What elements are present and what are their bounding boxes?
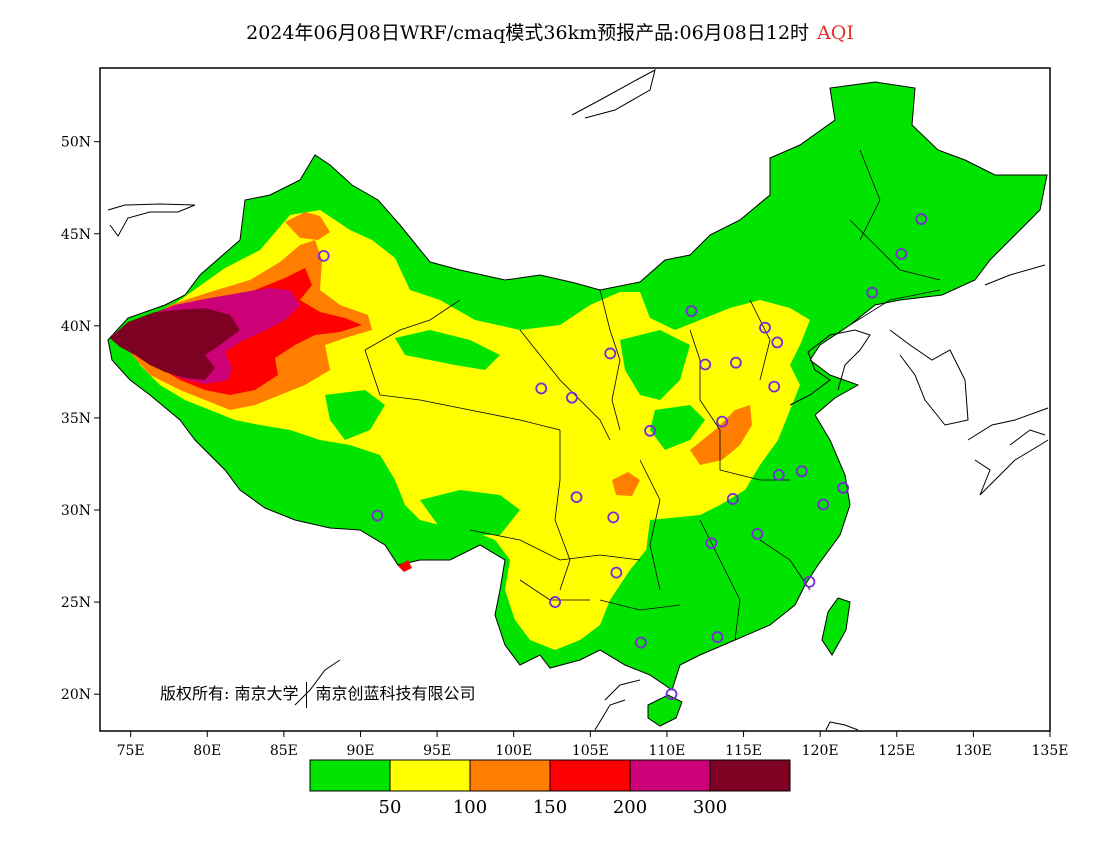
copyright-owner1: 版权所有: 南京大学 [160,684,299,703]
lon-tick-label: 135E [1032,743,1069,759]
lon-tick-label: 120E [802,743,839,759]
station-marker [644,424,656,437]
green-patch-tibet-east [325,390,385,440]
station-marker [699,358,712,371]
station-marker [317,249,330,262]
maroon-hazardous-core [110,308,240,380]
legend-swatch [309,759,391,792]
lon-tick-label: 100E [495,743,532,759]
green-patch-qilian [395,330,500,370]
station-marker [549,596,561,608]
station-marker [634,636,647,649]
taiwan-island [821,597,851,656]
hainan-island [647,694,683,727]
copyright-notice: 版权所有: 南京大学 南京创蓝科技有限公司 [160,680,476,708]
copyright-separator [306,681,308,708]
station-marker [705,537,718,550]
legend-swatch [549,759,631,792]
province-boundaries [364,149,941,641]
lon-tick-label: 95E [423,743,451,759]
legend-label: 300 [693,797,727,818]
station-marker [610,566,623,579]
legend-swatch [709,759,791,792]
station-marker [759,321,771,334]
lon-tick-label: 90E [346,743,374,759]
legend-label: 100 [453,797,487,818]
green-patch-sichuan [420,490,520,535]
lon-tick-label: 105E [572,743,609,759]
copyright-owner2: 南京创蓝科技有限公司 [315,684,476,703]
legend-label: 50 [379,797,402,818]
foreign-coastlines [107,69,1049,731]
lat-tick-label: 50N [61,135,91,151]
legend-swatch [629,759,711,792]
station-marker [604,347,617,360]
station-marker [566,391,578,404]
legend-swatch [469,759,551,792]
title-variable: AQI [817,22,854,44]
map-title: 2024年06月08日WRF/cmaq模式36km预报产品:06月08日12时 A… [0,18,1100,45]
lon-tick-label: 80E [193,743,221,759]
station-marker [817,498,830,511]
red-region-yunnan [398,560,412,572]
latitude-axis: 20N 25N 30N 35N 40N 45N 50N [61,135,100,703]
station-marker [866,286,879,299]
title-main: 2024年06月08日WRF/cmaq模式36km预报产品:06月08日12时 [246,22,810,44]
green-patch-south [645,515,770,610]
legend-label: 200 [613,797,647,818]
station-marker [729,356,742,369]
legend-label: 150 [533,797,567,818]
station-marker [535,382,548,395]
station-marker [607,511,620,524]
lat-tick-label: 35N [61,411,91,427]
aqi-legend: 50 100 150 200 300 [309,759,791,818]
station-marker [803,575,816,588]
station-marker [685,305,698,318]
lon-tick-label: 110E [648,743,685,759]
plot-frame [99,67,1051,732]
station-marker [772,469,785,481]
orange-region-junggar [285,212,330,240]
station-marker [711,631,724,643]
station-marker [726,493,739,505]
lat-tick-label: 40N [61,319,91,335]
station-marker [895,248,908,260]
station-marker [915,213,928,225]
station-marker [371,509,384,522]
station-marker [751,528,764,540]
station-marker [771,336,784,349]
orange-region-central [690,405,752,465]
lat-tick-label: 25N [61,595,91,611]
lon-tick-label: 115E [725,743,762,759]
lon-tick-label: 130E [955,743,992,759]
lon-tick-label: 85E [270,743,298,759]
monitoring-stations [317,213,928,701]
station-marker [795,465,808,478]
lat-tick-label: 20N [61,687,91,703]
station-marker [837,481,850,494]
station-marker [716,415,728,428]
legend-swatch [389,759,471,792]
station-marker [665,688,678,701]
lon-tick-label: 75E [117,743,145,759]
station-marker [768,380,781,393]
green-patch-loess [650,405,705,450]
lat-tick-label: 45N [61,227,91,243]
lon-tick-label: 125E [878,743,915,759]
longitude-axis: 75E 80E 85E 90E 95E 100E 105E 110E 115E 120E 125E 1… [117,731,1069,759]
station-marker [570,491,583,504]
orange-region-sichuan [612,472,640,496]
green-patch-north [620,330,690,400]
lat-tick-label: 30N [61,503,91,519]
map-layers [107,69,1049,731]
